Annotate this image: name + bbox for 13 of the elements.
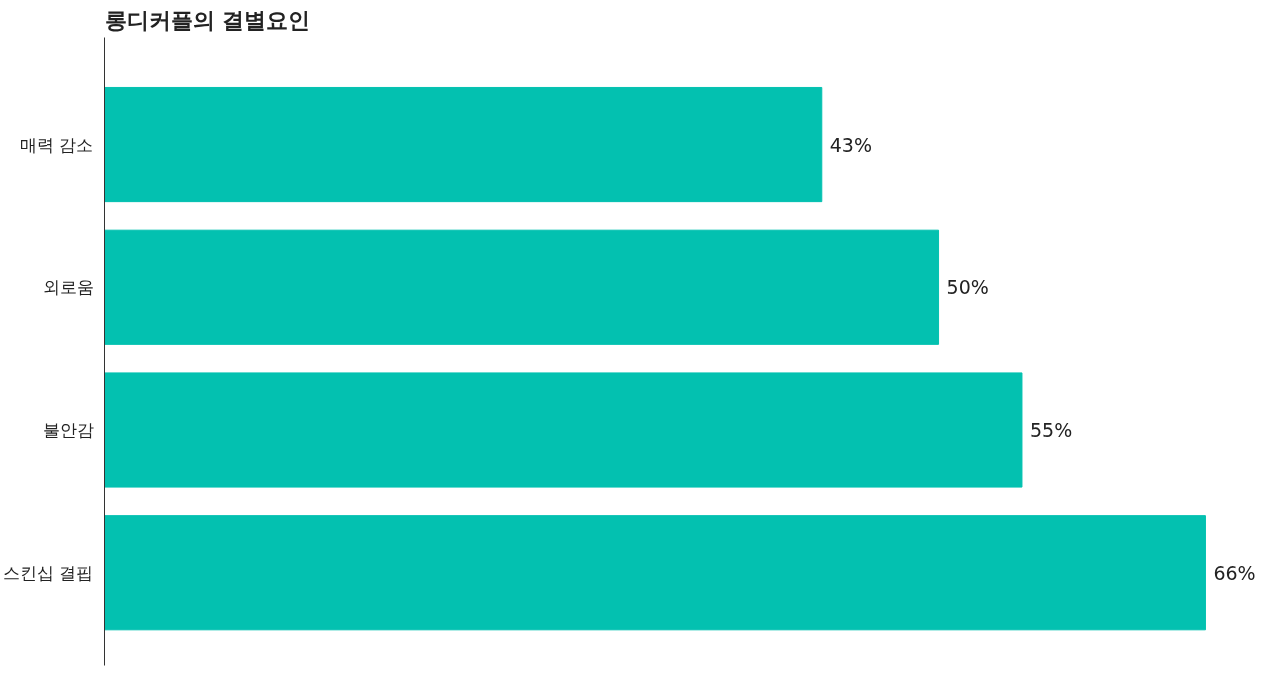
data-label: 50%: [946, 276, 989, 299]
data-label: 55%: [1029, 419, 1073, 441]
y-tick-label: 불안감: [42, 420, 94, 440]
y-tick-label: 외로움: [42, 277, 94, 298]
data-label: 66%: [1213, 561, 1256, 584]
bar: [104, 229, 940, 345]
bar: [104, 372, 1023, 488]
bar: [104, 515, 1206, 631]
y-tick-label: 스킨십 결핍: [3, 562, 94, 583]
y-tick-label: 매력 감소: [20, 134, 94, 155]
bar: [104, 86, 823, 203]
chart-title: 롱디커플의 결별요인: [104, 7, 311, 33]
data-label: 43%: [829, 133, 873, 156]
